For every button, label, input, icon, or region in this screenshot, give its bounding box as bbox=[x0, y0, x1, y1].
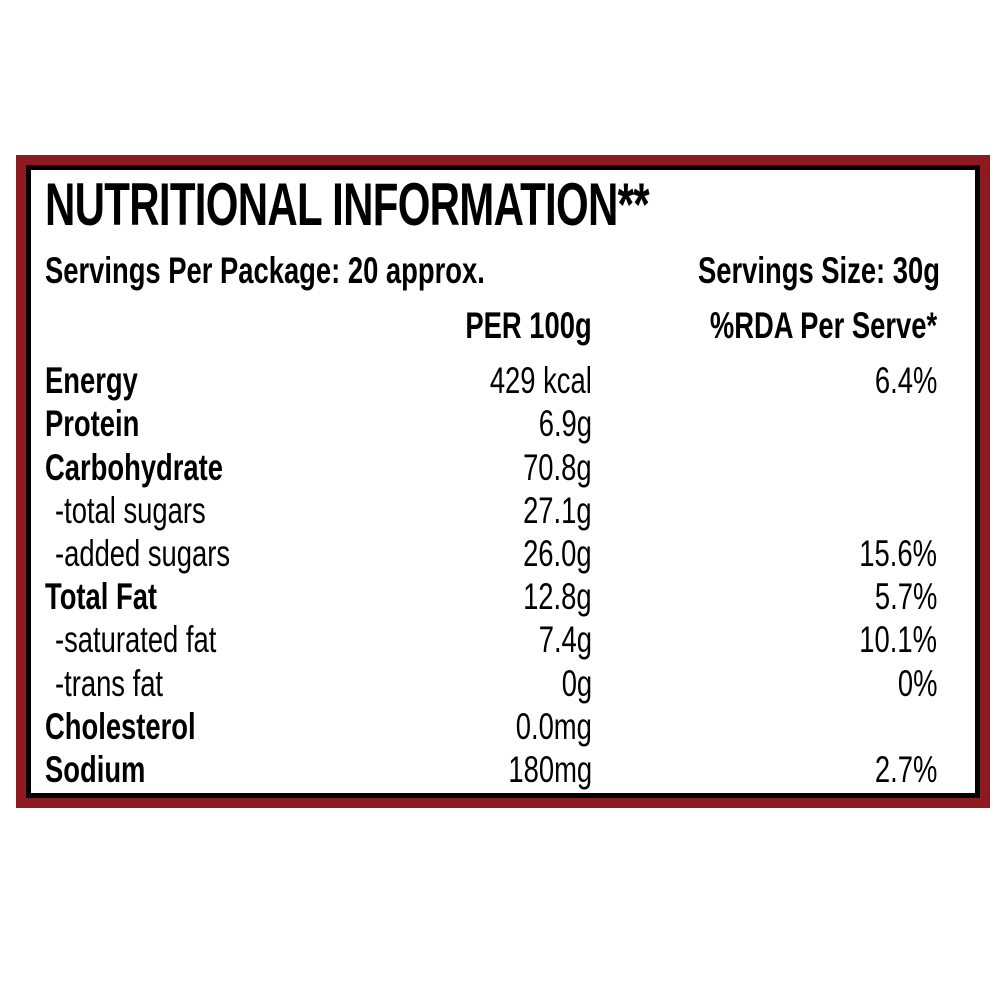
nutrient-name: Protein bbox=[45, 403, 140, 445]
nutrient-per-100g: 6.9g bbox=[538, 403, 592, 445]
nutrition-label: NUTRITIONAL INFORMATION** Servings Per P… bbox=[16, 155, 990, 808]
nutrient-row-cholesterol: Cholesterol 0.0mg bbox=[45, 705, 975, 748]
label-title-text: NUTRITIONAL INFORMATION** bbox=[45, 171, 650, 238]
nutrient-rda bbox=[45, 489, 937, 532]
nutrient-per-100g: 429 kcal bbox=[490, 360, 592, 402]
nutrient-name: Cholesterol bbox=[45, 705, 196, 747]
column-header-rda-per-serve: %RDA Per Serve* bbox=[709, 305, 937, 346]
nutrient-name: Energy bbox=[45, 360, 138, 402]
nutrient-per-100g: 0.0mg bbox=[515, 705, 592, 747]
table-header-row: PER 100g %RDA Per Serve* bbox=[45, 304, 975, 347]
nutrient-name: Total Fat bbox=[45, 576, 158, 618]
nutrient-rda bbox=[45, 446, 937, 489]
nutrient-row-carbohydrate: Carbohydrate 70.8g bbox=[45, 446, 975, 489]
nutrient-per-100g: 180mg bbox=[508, 748, 592, 790]
column-header-per-100g: PER 100g bbox=[465, 305, 592, 346]
nutrient-row-energy: Energy 429 kcal 6.4% bbox=[45, 359, 975, 402]
nutrient-rda: 10.1% bbox=[859, 619, 937, 661]
nutrient-row-protein: Protein 6.9g bbox=[45, 402, 975, 445]
label-inner-frame: NUTRITIONAL INFORMATION** Servings Per P… bbox=[26, 165, 980, 798]
label-title: NUTRITIONAL INFORMATION** bbox=[45, 174, 975, 236]
nutrient-name: Sodium bbox=[45, 748, 146, 790]
nutrient-rda bbox=[45, 705, 937, 748]
nutrient-rda bbox=[45, 402, 937, 445]
nutrient-name: -trans fat bbox=[55, 662, 164, 704]
nutrient-per-100g: 26.0g bbox=[523, 532, 592, 574]
servings-row: Servings Per Package: 20 approx. Serving… bbox=[45, 249, 975, 293]
nutrient-per-100g: 12.8g bbox=[523, 576, 592, 618]
nutrient-per-100g: 27.1g bbox=[523, 489, 592, 531]
nutrient-rda: 6.4% bbox=[874, 360, 937, 402]
nutrient-per-100g: 0g bbox=[561, 662, 592, 704]
nutrient-name: -added sugars bbox=[55, 532, 231, 574]
nutrient-name: -total sugars bbox=[55, 489, 206, 531]
nutrient-row-saturated-fat: -saturated fat 7.4g 10.1% bbox=[45, 618, 975, 661]
serving-size: Servings Size: 30g bbox=[698, 250, 940, 291]
nutrient-rda: 2.7% bbox=[874, 748, 937, 790]
nutrient-row-total-fat: Total Fat 12.8g 5.7% bbox=[45, 575, 975, 618]
nutrient-row-total-sugars: -total sugars 27.1g bbox=[45, 489, 975, 532]
nutrient-rda: 5.7% bbox=[874, 576, 937, 618]
nutrient-rda: 15.6% bbox=[859, 532, 937, 574]
nutrient-row-added-sugars: -added sugars 26.0g 15.6% bbox=[45, 532, 975, 575]
nutrient-name: -saturated fat bbox=[55, 619, 217, 661]
nutrient-name: Carbohydrate bbox=[45, 446, 224, 488]
nutrient-row-trans-fat: -trans fat 0g 0% bbox=[45, 662, 975, 705]
nutrient-rda: 0% bbox=[897, 662, 937, 704]
servings-per-package: Servings Per Package: 20 approx. bbox=[45, 250, 485, 291]
nutrient-row-sodium: Sodium 180mg 2.7% bbox=[45, 748, 975, 791]
nutrient-per-100g: 70.8g bbox=[523, 446, 592, 488]
nutrient-per-100g: 7.4g bbox=[538, 619, 592, 661]
